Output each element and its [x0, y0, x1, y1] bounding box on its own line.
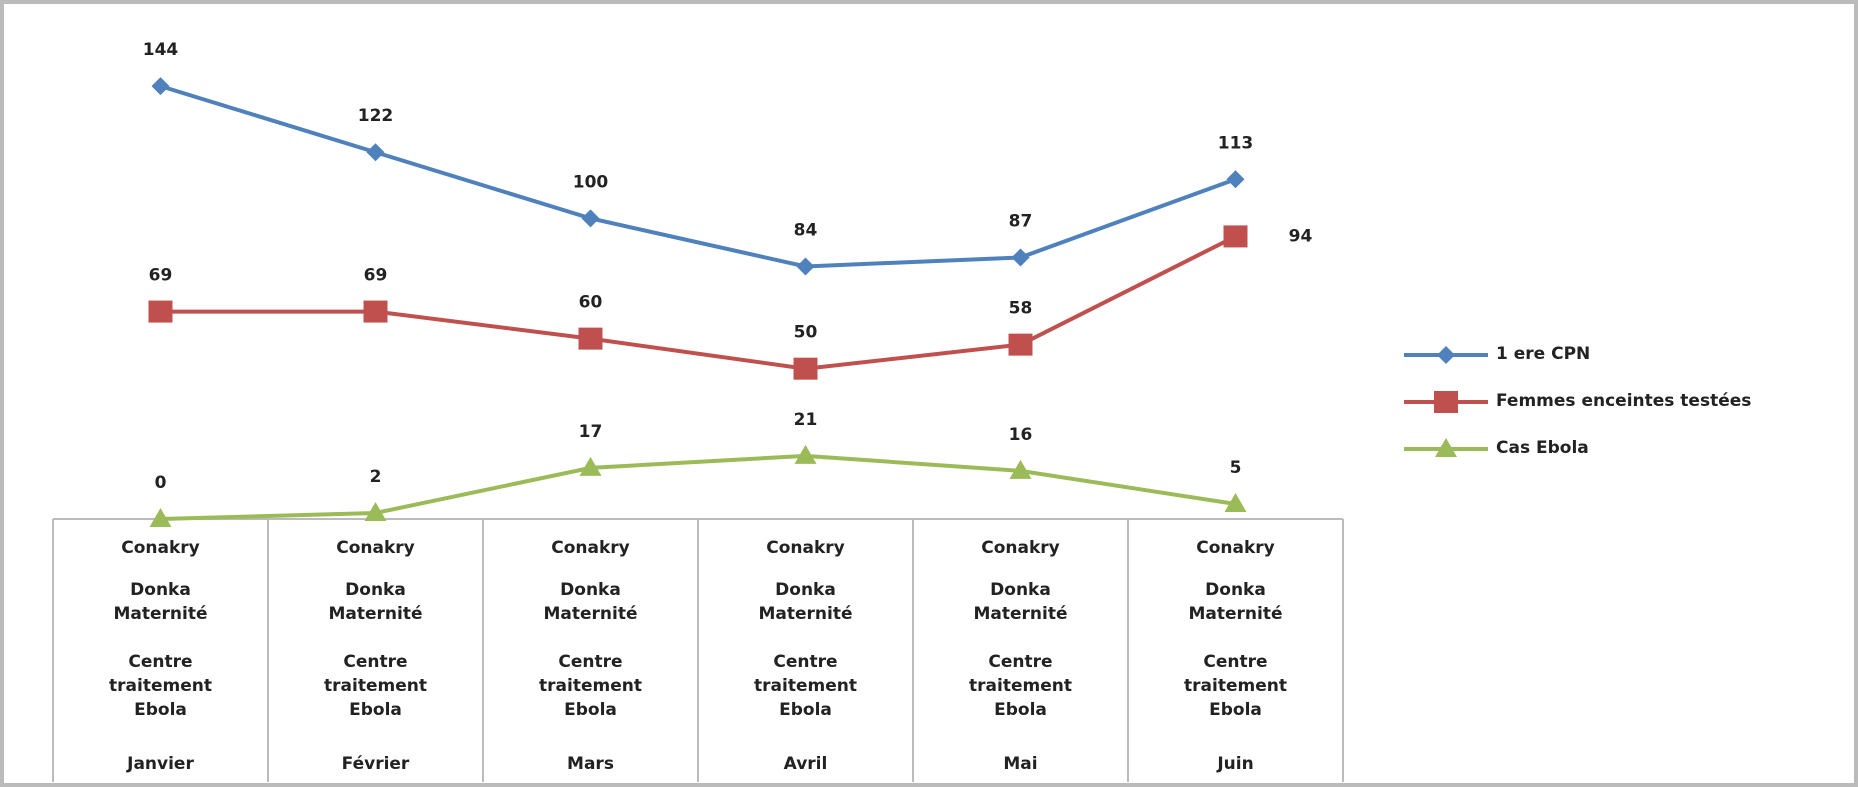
data-label: 94: [1289, 226, 1313, 246]
point: [363, 300, 388, 323]
legend-label: Cas Ebola: [1496, 438, 1589, 458]
x-tick-label: Centre traitement Ebola: [324, 652, 427, 720]
x-tick-label: Centre traitement Ebola: [1184, 652, 1287, 720]
data-label: 122: [358, 106, 394, 126]
series-line: [159, 84, 1237, 269]
x-tick-label: Centre traitement Ebola: [754, 652, 857, 720]
legend-label: 1 ere CPN: [1496, 344, 1591, 364]
series-line: [160, 453, 1236, 521]
data-label: 0: [155, 473, 167, 493]
x-tick-label: Donka Maternité: [543, 580, 638, 624]
point: [1224, 492, 1247, 512]
x-tick-label: Donka Maternité: [973, 580, 1068, 624]
x-tick-label: Conakry: [981, 538, 1060, 558]
point: [1226, 170, 1245, 189]
legend-marker: [1434, 391, 1458, 413]
x-tick-label: Mars: [567, 754, 614, 774]
x-tick-label: Conakry: [336, 538, 415, 558]
point: [581, 209, 600, 228]
x-tick-label: Donka Maternité: [328, 580, 423, 624]
x-tick-label: Centre traitement Ebola: [109, 652, 212, 720]
data-label: 5: [1230, 458, 1242, 478]
point: [578, 327, 603, 350]
point: [149, 508, 172, 527]
x-tick-label: Centre traitement Ebola: [969, 652, 1072, 720]
data-label: 50: [794, 323, 818, 343]
point: [151, 77, 170, 96]
data-label: 87: [1009, 211, 1033, 231]
point: [794, 444, 817, 464]
x-tick-label: Janvier: [127, 754, 194, 774]
data-label: 100: [573, 172, 609, 192]
point: [366, 143, 385, 162]
point: [364, 501, 387, 521]
point: [1223, 225, 1248, 248]
point: [796, 257, 815, 276]
x-tick-label: Conakry: [1196, 538, 1275, 558]
x-tick-label: Avril: [783, 754, 828, 774]
data-label: 2: [370, 467, 382, 487]
data-label: 113: [1218, 133, 1254, 153]
point: [579, 456, 602, 476]
data-label: 58: [1009, 299, 1033, 319]
x-tick-label: Conakry: [551, 538, 630, 558]
data-label: 69: [364, 266, 388, 286]
x-tick-label: Février: [341, 754, 410, 774]
data-label: 17: [579, 422, 603, 442]
point: [148, 300, 173, 323]
data-label: 144: [143, 40, 179, 60]
x-tick-label: Donka Maternité: [758, 580, 853, 624]
legend-label: Femmes enceintes testées: [1496, 391, 1752, 411]
point: [1009, 459, 1032, 479]
data-label: 84: [794, 220, 818, 240]
point: [1008, 333, 1033, 356]
data-label: 60: [579, 293, 603, 313]
x-tick-label: Donka Maternité: [113, 580, 208, 624]
data-label: 21: [794, 410, 818, 430]
x-tick-label: Conakry: [121, 538, 200, 558]
series-line: [160, 234, 1237, 371]
x-tick-label: Conakry: [766, 538, 845, 558]
x-tick-label: Mai: [1003, 754, 1038, 774]
x-tick-label: Centre traitement Ebola: [539, 652, 642, 720]
data-label: 16: [1009, 425, 1033, 445]
data-label: 69: [149, 266, 173, 286]
x-tick-label: Donka Maternité: [1188, 580, 1283, 624]
point: [793, 357, 818, 380]
x-tick-label: Juin: [1217, 754, 1254, 774]
legend-marker: [1435, 438, 1457, 457]
point: [1011, 248, 1030, 267]
legend-marker: [1437, 346, 1455, 364]
